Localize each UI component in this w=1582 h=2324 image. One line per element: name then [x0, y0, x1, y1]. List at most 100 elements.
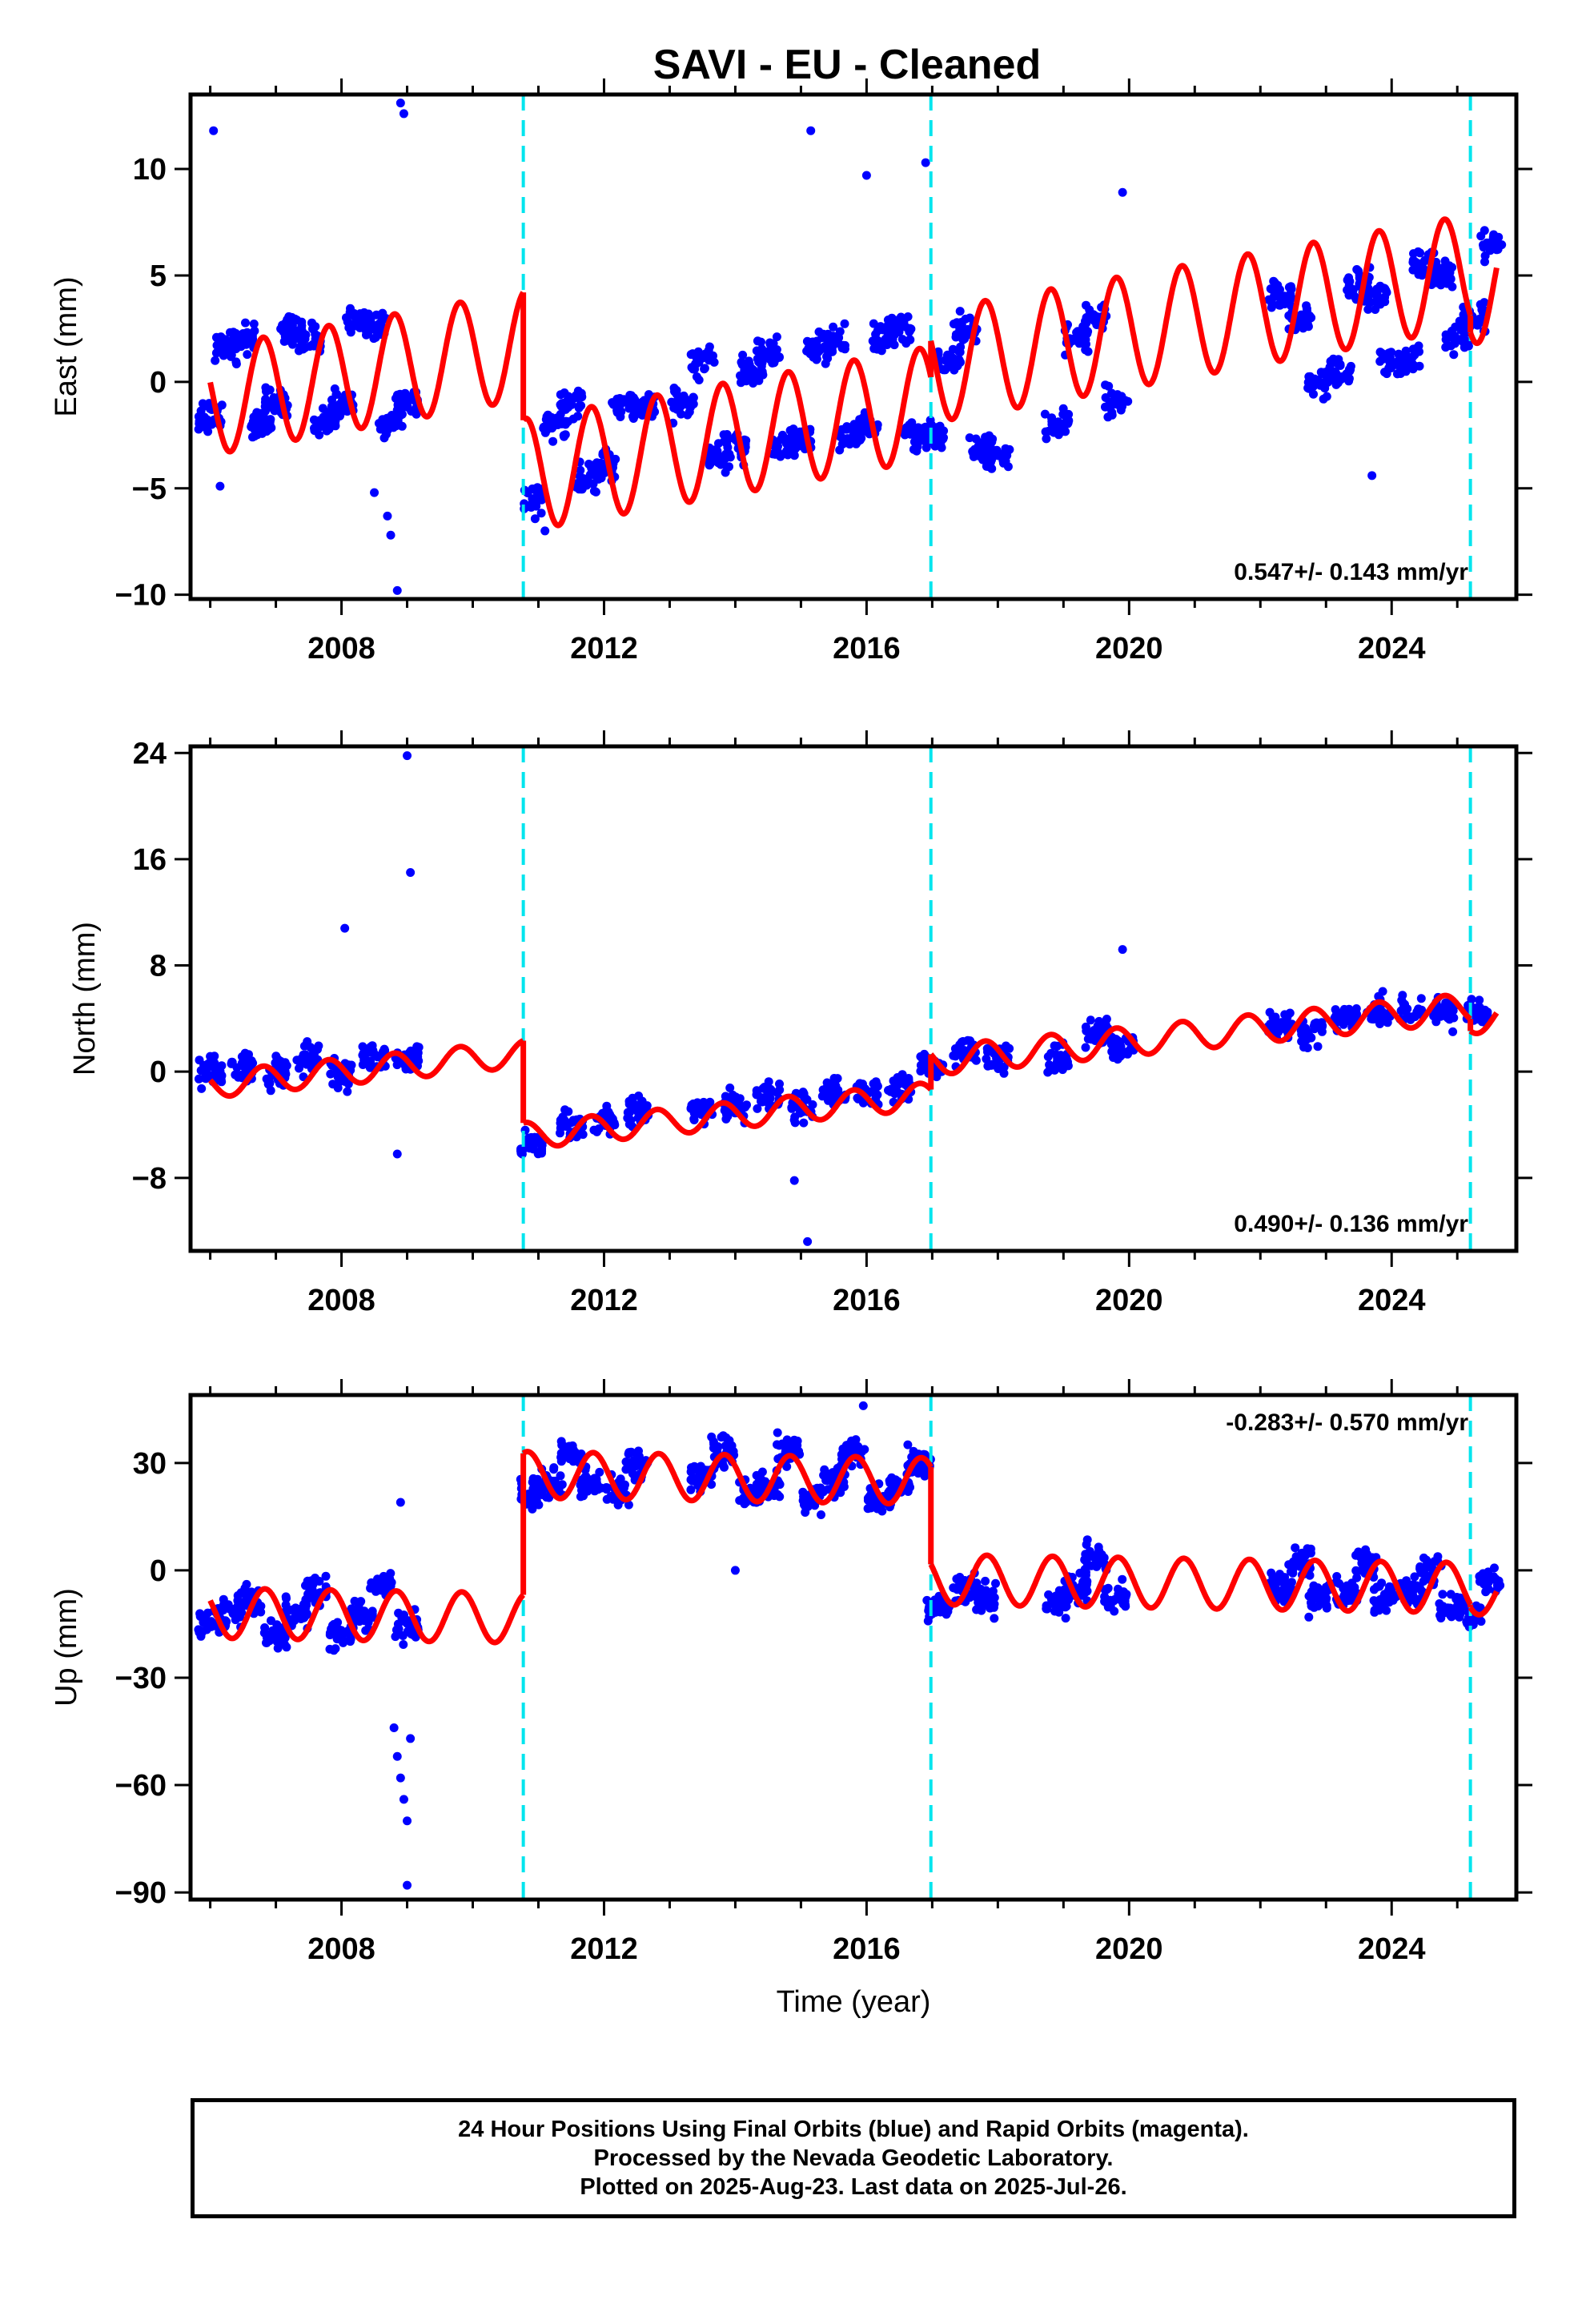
observation-point: [197, 1084, 207, 1093]
observation-point: [1270, 1581, 1279, 1590]
observation-point: [757, 337, 765, 347]
observation-point: [407, 407, 416, 416]
observation-point: [689, 1116, 699, 1124]
observation-point: [412, 1042, 422, 1051]
observation-point: [1458, 324, 1468, 333]
observation-point: [219, 351, 228, 360]
observation-point: [325, 1630, 335, 1639]
observation-point: [333, 1084, 343, 1092]
observation-point: [979, 1599, 989, 1609]
observation-point: [837, 340, 846, 350]
observation-point: [598, 1108, 608, 1118]
panel-3: 2008 2012 2016 2020 2024 −90 −60 −30 0 30 Up (mm) T…: [50, 1379, 1532, 2019]
observation-point: [700, 364, 709, 374]
observation-point: [1045, 1060, 1054, 1070]
observation-point: [1322, 1603, 1331, 1613]
observation-point: [1372, 1582, 1382, 1592]
observation-point: [1081, 1567, 1090, 1577]
observation-point: [247, 337, 256, 347]
outlier-point: [392, 585, 402, 595]
observation-point: [363, 1618, 373, 1627]
observation-point: [701, 349, 711, 359]
observation-point: [815, 344, 825, 353]
observation-point: [288, 340, 297, 349]
observation-point: [297, 317, 307, 327]
observation-point: [239, 329, 248, 338]
observation-point: [793, 1436, 802, 1445]
observation-point: [1109, 396, 1118, 406]
observation-point: [556, 390, 565, 400]
observation-point: [1093, 1021, 1102, 1031]
observation-point: [298, 337, 307, 347]
observation-point: [787, 1104, 797, 1113]
y-tick-label: 0: [150, 1554, 167, 1588]
observation-point: [752, 373, 761, 383]
observation-point: [1305, 314, 1315, 324]
observation-point: [559, 1121, 568, 1131]
y-tick-label: −90: [115, 1876, 167, 1910]
observation-point: [358, 1060, 367, 1069]
observation-point: [1061, 1614, 1070, 1623]
y-tick-label: 0: [150, 366, 167, 400]
observation-point: [952, 318, 962, 328]
outlier-point: [396, 1498, 405, 1507]
observation-point: [575, 401, 584, 410]
observation-point: [686, 1485, 696, 1494]
observation-point: [1361, 1545, 1371, 1554]
observation-point: [379, 433, 389, 443]
observation-point: [1280, 1017, 1290, 1026]
observation-point: [548, 436, 558, 446]
observation-point: [1450, 332, 1460, 341]
y-tick-label: 16: [133, 843, 167, 877]
observation-point: [667, 397, 677, 407]
observation-point: [1080, 340, 1090, 349]
observation-point: [271, 1051, 281, 1061]
observation-point: [602, 1101, 612, 1111]
observation-point: [212, 333, 222, 343]
observation-point: [709, 1439, 719, 1449]
observation-point: [295, 1610, 304, 1619]
observation-point: [760, 1083, 769, 1092]
observation-point: [863, 1504, 873, 1514]
observation-point: [823, 1485, 833, 1494]
x-tick-label: 2012: [570, 1932, 638, 1966]
observation-point: [757, 1096, 765, 1106]
observation-point: [588, 468, 597, 478]
model-curve-segment: [1468, 1011, 1500, 1036]
observation-point: [909, 1446, 918, 1456]
observation-point: [738, 350, 748, 360]
observation-point: [1415, 248, 1425, 258]
observation-point: [221, 341, 231, 351]
observation-point: [1351, 1004, 1361, 1013]
observation-point: [237, 1608, 247, 1617]
observation-point: [231, 1615, 240, 1625]
observation-point: [260, 1623, 270, 1632]
observation-point: [1339, 1584, 1348, 1593]
observation-point: [365, 1063, 375, 1072]
observation-point: [1379, 354, 1388, 364]
x-tick-label: 2008: [307, 1932, 375, 1966]
observation-point: [1435, 1599, 1444, 1608]
observation-point: [805, 1499, 813, 1509]
observation-point: [342, 313, 351, 323]
x-axis-label: Time (year): [777, 1985, 931, 2019]
observation-point: [608, 1494, 618, 1504]
observation-point: [1047, 413, 1057, 423]
model-curve-segment: [929, 992, 1473, 1076]
y-axis-label: North (mm): [68, 922, 102, 1076]
observation-point: [1109, 1596, 1118, 1606]
observation-point: [1288, 1565, 1298, 1574]
observation-point: [608, 400, 618, 409]
observation-point: [533, 490, 543, 500]
figure-title: SAVI - EU - Cleaned: [653, 42, 1041, 88]
outlier-point: [921, 158, 930, 167]
footer-line-2: Processed by the Nevada Geodetic Laborat…: [593, 2145, 1114, 2171]
observation-point: [773, 1428, 782, 1437]
observation-point: [1054, 1607, 1064, 1617]
outlier-point: [340, 923, 350, 933]
observation-point: [1307, 1598, 1315, 1607]
observation-point: [367, 1041, 377, 1051]
x-tick-label: 2024: [1358, 1932, 1426, 1966]
y-tick-label: −30: [115, 1662, 167, 1695]
outlier-point: [803, 1236, 813, 1246]
